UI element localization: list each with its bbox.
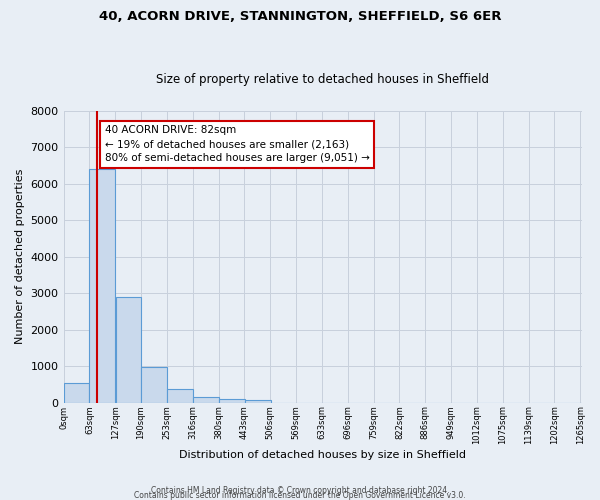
Bar	[193, 396, 219, 402]
X-axis label: Distribution of detached houses by size in Sheffield: Distribution of detached houses by size …	[179, 450, 466, 460]
Bar	[142, 368, 167, 402]
Text: 40 ACORN DRIVE: 82sqm
← 19% of detached houses are smaller (2,163)
80% of semi-d: 40 ACORN DRIVE: 82sqm ← 19% of detached …	[104, 126, 370, 164]
Bar	[167, 389, 193, 402]
Bar	[220, 399, 245, 402]
Text: 40, ACORN DRIVE, STANNINGTON, SHEFFIELD, S6 6ER: 40, ACORN DRIVE, STANNINGTON, SHEFFIELD,…	[99, 10, 501, 23]
Y-axis label: Number of detached properties: Number of detached properties	[15, 169, 25, 344]
Bar	[89, 169, 115, 402]
Title: Size of property relative to detached houses in Sheffield: Size of property relative to detached ho…	[157, 73, 490, 86]
Bar	[116, 297, 142, 403]
Bar	[64, 382, 89, 402]
Text: Contains HM Land Registry data © Crown copyright and database right 2024.: Contains HM Land Registry data © Crown c…	[151, 486, 449, 495]
Bar	[245, 400, 271, 402]
Text: Contains public sector information licensed under the Open Government Licence v3: Contains public sector information licen…	[134, 491, 466, 500]
